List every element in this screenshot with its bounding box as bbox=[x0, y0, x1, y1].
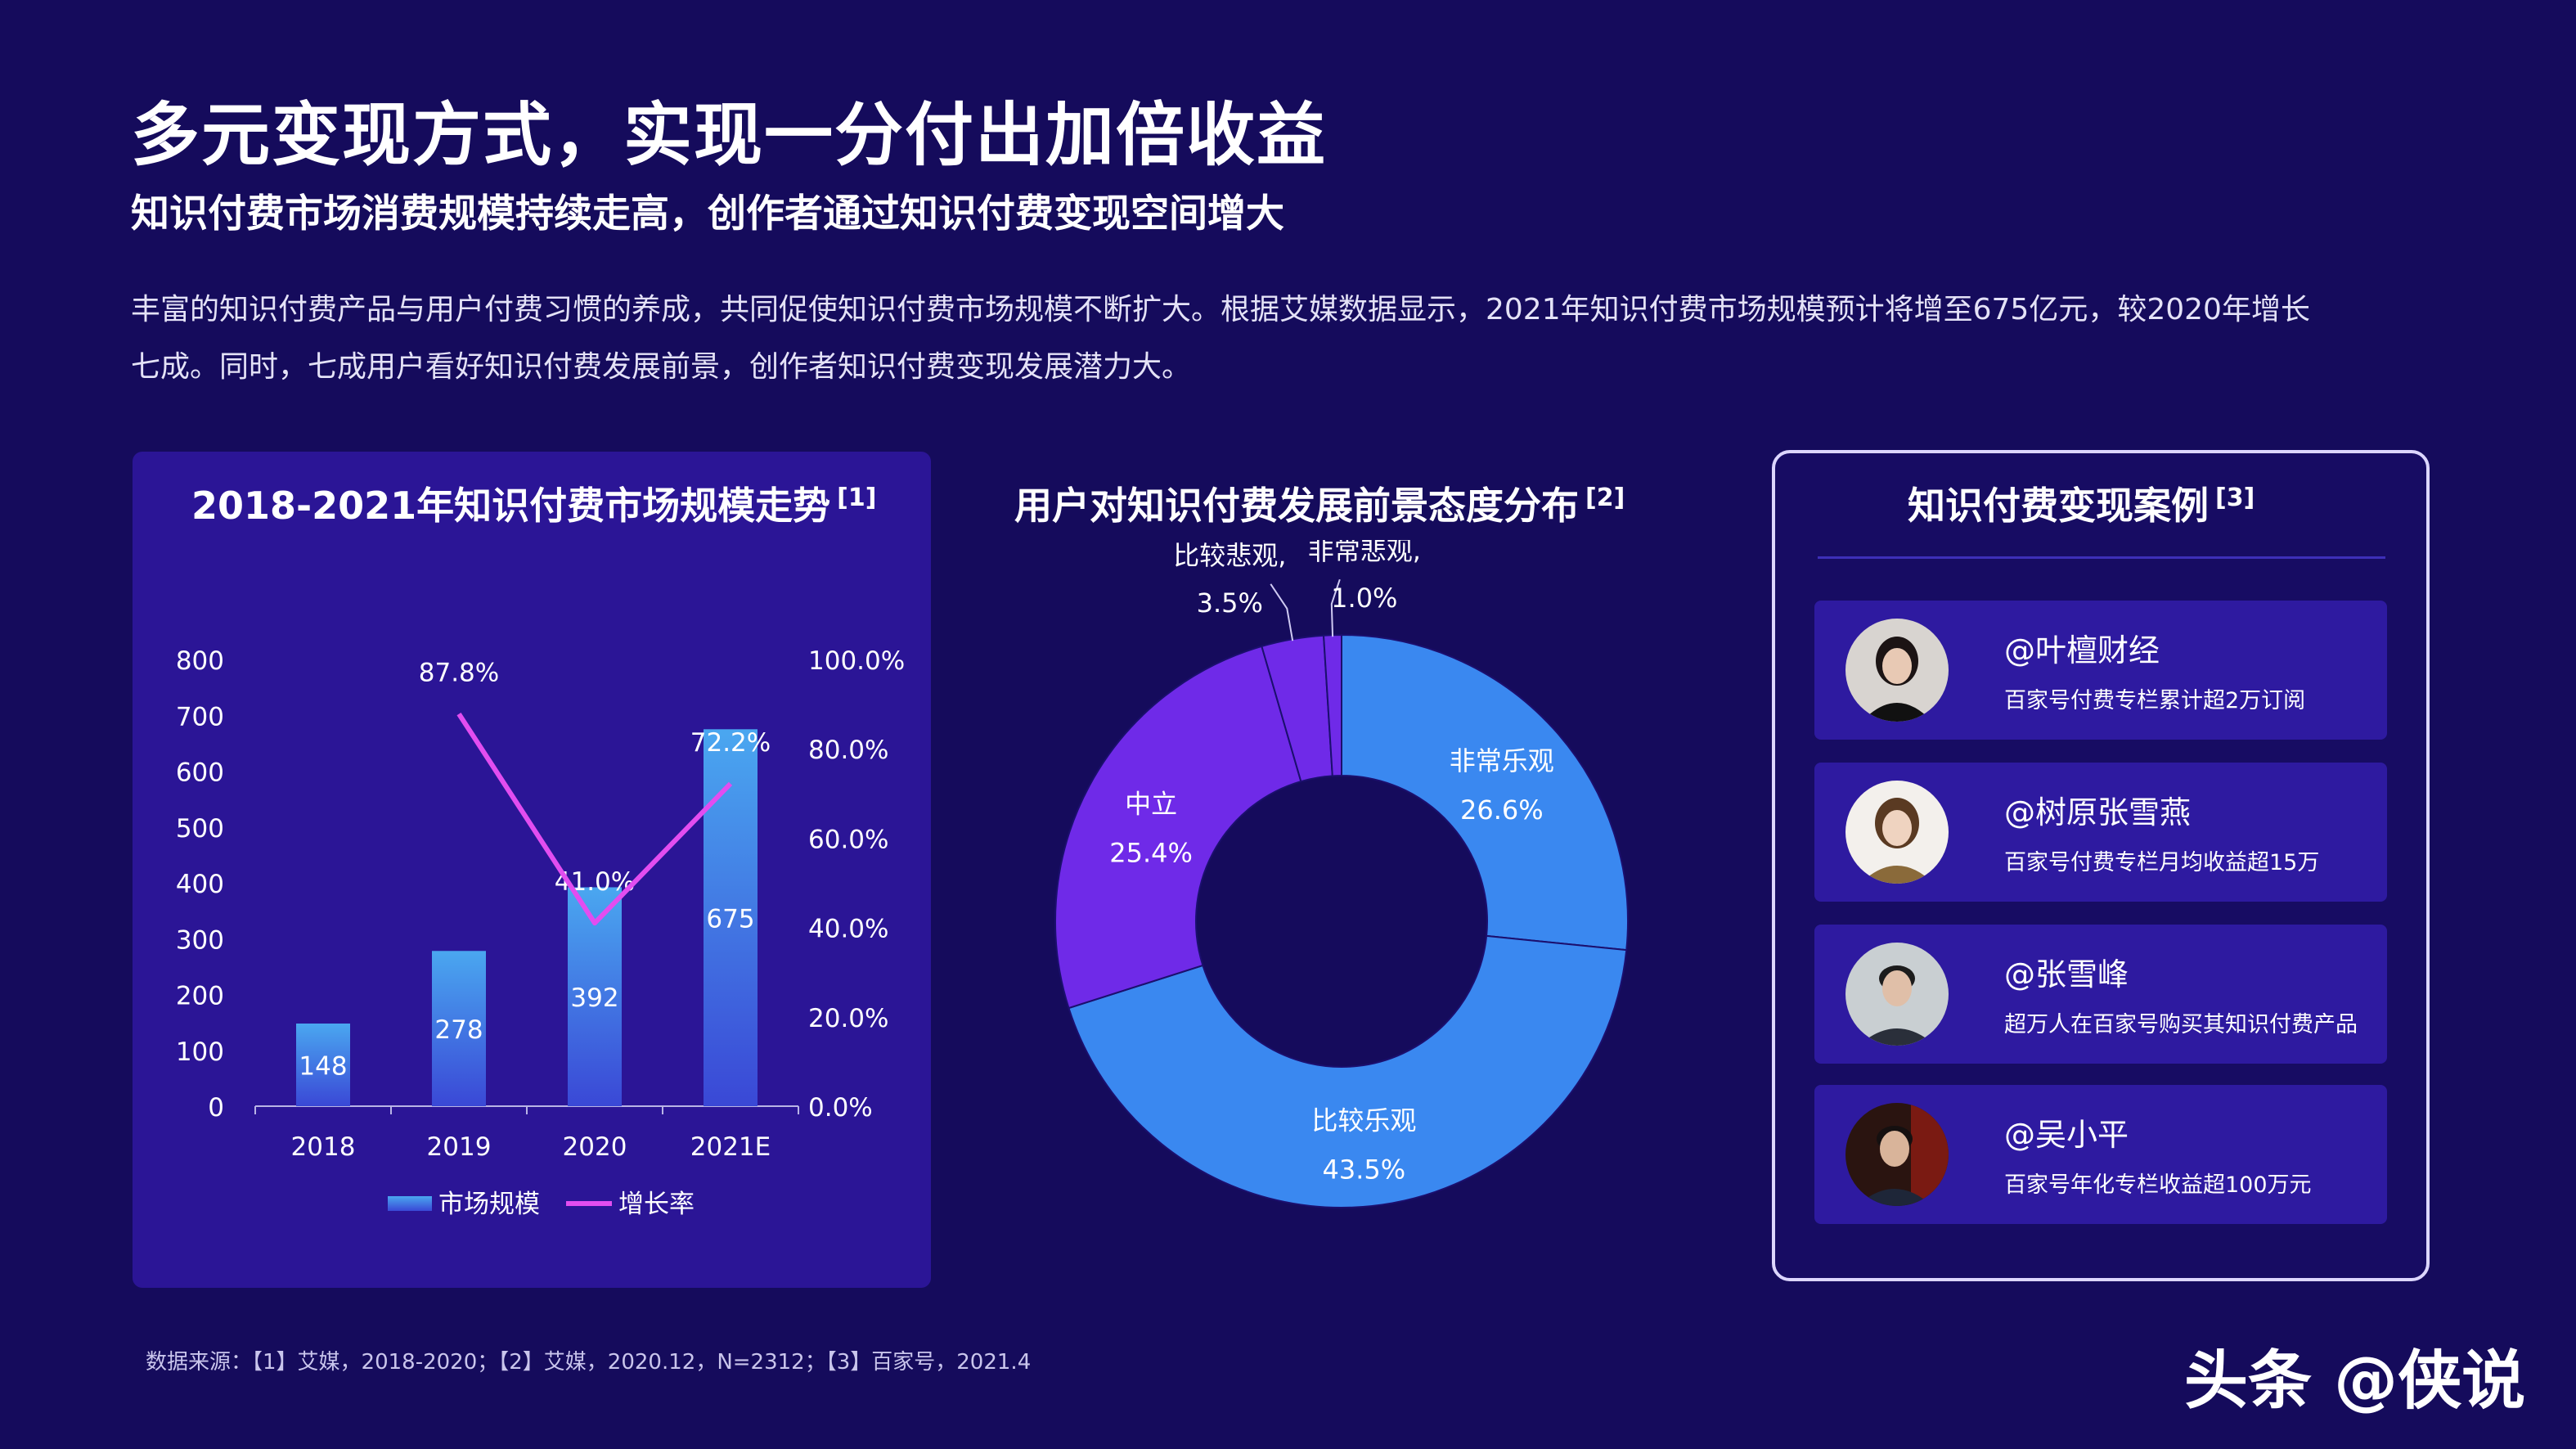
intro-paragraph-line-2: 七成。同时，七成用户看好知识付费发展前景，创作者知识付费变现发展潜力大。 bbox=[131, 350, 1192, 384]
legend-bar-swatch bbox=[388, 1196, 432, 1211]
donut-slice bbox=[1054, 645, 1302, 1010]
cases-title-text: 知识付费变现案例 bbox=[1908, 484, 2209, 528]
page-subtitle: 知识付费市场消费规模持续走高，创作者通过知识付费变现空间增大 bbox=[131, 191, 1284, 236]
line-value-label: 87.8% bbox=[419, 659, 499, 688]
legend-line-label: 增长率 bbox=[618, 1190, 695, 1219]
x-tick-label: 2021E bbox=[690, 1132, 771, 1162]
x-tick-label: 2018 bbox=[291, 1132, 356, 1162]
donut-slice-name: 非常乐观 bbox=[1450, 745, 1554, 776]
bar-value-label: 148 bbox=[299, 1051, 347, 1081]
case-card-3: @张雪峰 超万人在百家号购买其知识付费产品 bbox=[1814, 925, 2387, 1064]
y2-tick-label: 60.0% bbox=[808, 825, 888, 854]
donut-slice-value: 26.6% bbox=[1460, 794, 1544, 826]
donut-chart-title-ref: [2] bbox=[1585, 483, 1625, 512]
y-tick-label: 100 bbox=[176, 1037, 224, 1067]
donut-slice-value: 43.5% bbox=[1322, 1154, 1405, 1186]
donut-chart-title-text: 用户对知识付费发展前景态度分布 bbox=[1014, 484, 1579, 528]
donut-slice-value: 3.5% bbox=[1197, 587, 1263, 619]
man-portrait-icon bbox=[1845, 1103, 1949, 1206]
bar-chart-title: 2018-2021年知识付费市场规模走势 [1] bbox=[191, 476, 876, 530]
case-name: @叶檀财经 bbox=[2004, 632, 2160, 668]
case-card-4: @吴小平 百家号年化专栏收益超100万元 bbox=[1814, 1085, 2387, 1224]
y2-tick-label: 80.0% bbox=[808, 736, 888, 765]
y2-tick-label: 100.0% bbox=[808, 646, 905, 676]
intro-paragraph-line-1: 丰富的知识付费产品与用户付费习惯的养成，共同促使知识付费市场规模不断扩大。根据艾… bbox=[131, 293, 2310, 326]
x-tick-label: 2019 bbox=[427, 1132, 492, 1162]
case-card-2: @树原张雪燕 百家号付费专栏月均收益超15万 bbox=[1814, 763, 2387, 902]
case-desc: 百家号年化专栏收益超100万元 bbox=[2004, 1172, 2312, 1198]
bar-chart-title-text: 2018-2021年知识付费市场规模走势 bbox=[191, 484, 831, 528]
case-desc: 超万人在百家号购买其知识付费产品 bbox=[2004, 1012, 2358, 1037]
bar-value-label: 392 bbox=[570, 983, 618, 1013]
donut-chart-title: 用户对知识付费发展前景态度分布 [2] bbox=[1014, 476, 1625, 530]
cases-title-ref: [3] bbox=[2215, 483, 2255, 512]
case-name: @树原张雪燕 bbox=[2004, 794, 2192, 830]
cases-title: 知识付费变现案例 [3] bbox=[1908, 476, 2255, 530]
y-tick-label: 600 bbox=[176, 758, 224, 788]
market-size-panel bbox=[133, 452, 931, 1288]
donut-slice-name: 非常悲观, bbox=[1308, 540, 1421, 566]
x-tick-label: 2020 bbox=[563, 1132, 627, 1162]
donut-slice-name: 比较悲观, bbox=[1173, 540, 1286, 571]
woman-portrait-icon bbox=[1845, 619, 1949, 722]
line-value-label: 72.2% bbox=[690, 728, 771, 758]
y-tick-label: 300 bbox=[176, 925, 224, 955]
donut-slice bbox=[1322, 633, 1342, 777]
y-tick-label: 200 bbox=[176, 982, 224, 1011]
bar-line-chart: 0 100 200 300 400 500 600 700 800 0.0% 20.0% 40.0% 6… bbox=[176, 646, 905, 1219]
cases-divider bbox=[1818, 556, 2385, 559]
donut-slice-name: 中立 bbox=[1125, 789, 1177, 820]
woman-portrait-icon bbox=[1845, 781, 1949, 884]
donut-chart: 非常乐观 26.6% 比较乐观 43.5% 中立 25.4% 比较悲观, 3.5% 非常悲观, 1… bbox=[1054, 540, 1629, 1208]
y2-tick-label: 40.0% bbox=[808, 915, 888, 944]
y-tick-label: 500 bbox=[176, 814, 224, 844]
bar bbox=[432, 951, 486, 1106]
y-tick-label: 700 bbox=[176, 702, 224, 731]
y2-tick-label: 0.0% bbox=[808, 1093, 873, 1123]
bar-value-label: 675 bbox=[706, 905, 754, 934]
bar-value-label: 278 bbox=[434, 1015, 483, 1045]
donut-leader-line bbox=[1270, 583, 1294, 641]
bar bbox=[296, 1023, 350, 1106]
bar-chart-axes: 0 100 200 300 400 500 600 700 800 0.0% 20.0% 40.0% 6… bbox=[176, 646, 905, 1162]
data-source-note: 数据来源：【1】艾媒，2018-2020；【2】艾媒，2020.12，N=231… bbox=[146, 1350, 1032, 1375]
y-tick-label: 800 bbox=[176, 646, 224, 676]
donut-slice-value: 25.4% bbox=[1109, 838, 1193, 869]
case-desc: 百家号付费专栏累计超2万订阅 bbox=[2004, 688, 2306, 713]
legend-bar-label: 市场规模 bbox=[438, 1190, 540, 1219]
watermark: 头条 @侠说 bbox=[2184, 1344, 2526, 1418]
case-desc: 百家号付费专栏月均收益超15万 bbox=[2004, 850, 2320, 875]
donut-leader-line bbox=[1330, 578, 1341, 637]
donut-chart-marks: 非常乐观 26.6% 比较乐观 43.5% 中立 25.4% 比较悲观, 3.5% 非常悲观, 1… bbox=[1054, 540, 1629, 1208]
bar-chart-title-ref: [1] bbox=[837, 483, 877, 512]
y-tick-label: 400 bbox=[176, 870, 224, 899]
y-tick-label: 0 bbox=[208, 1093, 224, 1123]
donut-slice bbox=[1341, 633, 1629, 952]
page-title: 多元变现方式，实现一分付出加倍收益 bbox=[131, 95, 1328, 175]
growth-rate-line bbox=[456, 712, 733, 926]
intro-paragraph: 丰富的知识付费产品与用户付费习惯的养成，共同促使知识付费市场规模不断扩大。根据艾… bbox=[131, 281, 2454, 396]
y2-tick-label: 20.0% bbox=[808, 1004, 888, 1033]
bar-chart-legend: 市场规模 增长率 bbox=[388, 1190, 695, 1219]
donut-slice-value: 1.0% bbox=[1331, 583, 1397, 614]
case-card-1: @叶檀财经 百家号付费专栏累计超2万订阅 bbox=[1814, 601, 2387, 740]
donut-slice-name: 比较乐观 bbox=[1311, 1105, 1416, 1136]
case-name: @张雪峰 bbox=[2004, 956, 2129, 992]
donut-slice bbox=[1068, 934, 1628, 1208]
man-portrait-icon bbox=[1845, 943, 1949, 1046]
bar bbox=[704, 729, 758, 1106]
case-name: @吴小平 bbox=[2004, 1117, 2129, 1153]
